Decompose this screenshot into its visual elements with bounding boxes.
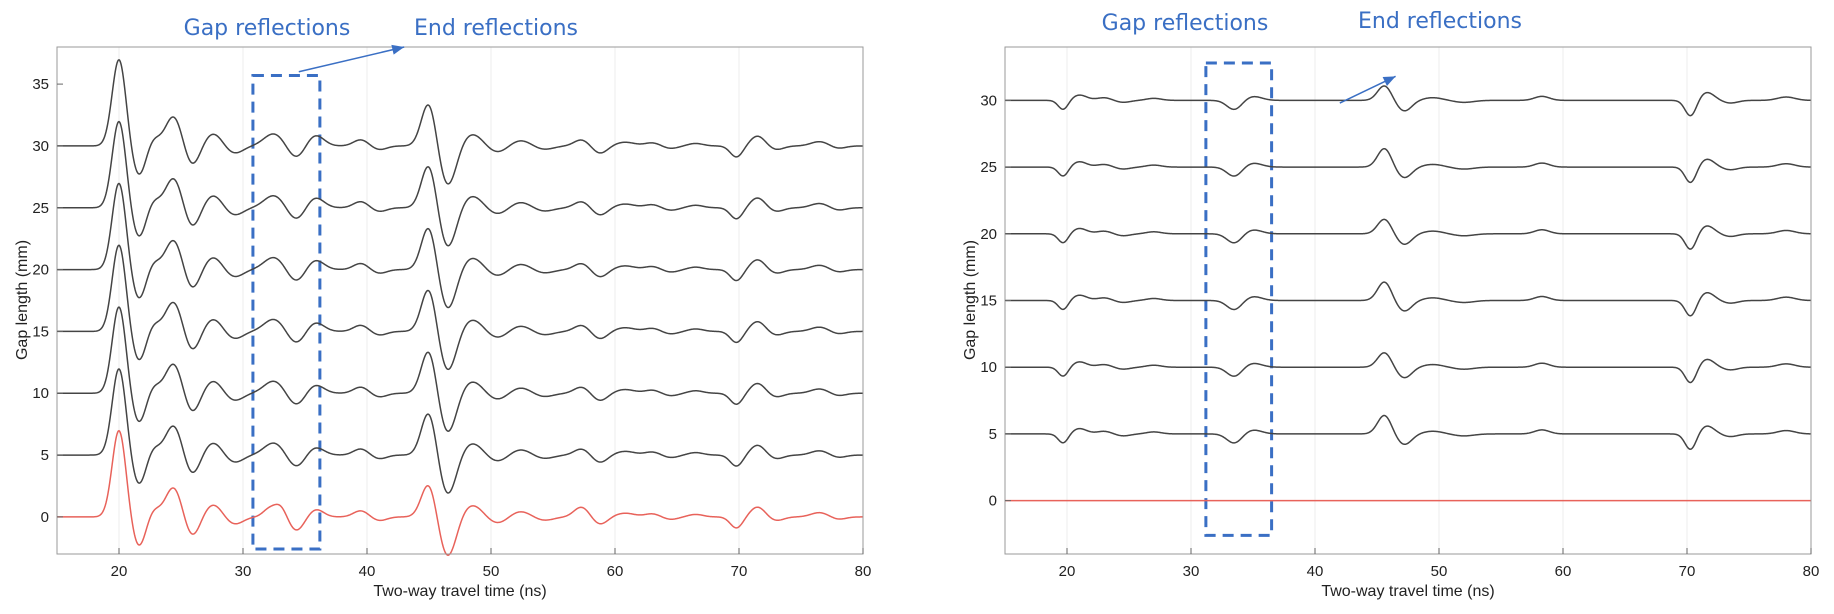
right-x-axis-label: Two-way travel time (ns)	[1321, 583, 1494, 600]
right-gap-reflections-label: Gap reflections	[1102, 11, 1269, 36]
r-xtick-label-70: 70	[1679, 563, 1696, 580]
r-ytick-label-30: 30	[980, 92, 997, 109]
l-trace-20	[57, 182, 864, 309]
r-trace-25	[1005, 147, 1812, 184]
l-xtick-label-20: 20	[111, 563, 128, 580]
right-y-axis-label: Gap length (mm)	[962, 240, 979, 360]
left-traces	[57, 58, 864, 556]
l-ytick-label-15: 15	[32, 323, 49, 340]
l-ytick-label-35: 35	[32, 76, 49, 93]
right-highlight-box-group	[1204, 61, 1274, 537]
left-end-reflections-label: End reflections	[414, 16, 578, 41]
left-end-reflections-arrow	[298, 44, 405, 73]
r-arrow-head	[1382, 76, 1396, 87]
r-xtick-label-30: 30	[1183, 563, 1200, 580]
r-highlight-box	[1204, 61, 1274, 537]
l-ytick-label-0: 0	[41, 509, 49, 526]
l-trace-0	[57, 429, 863, 556]
r-trace-15	[1005, 281, 1812, 317]
r-xtick-label-40: 40	[1307, 563, 1324, 580]
r-ytick-label-20: 20	[980, 226, 997, 243]
left-chart: 20 30 40 50 60 70 80 0 5 10 15 20 25 30 35 Two-way tr…	[14, 16, 871, 600]
r-ytick-label-5: 5	[989, 426, 997, 443]
l-ytick-label-25: 25	[32, 200, 49, 217]
r-xtick-label-20: 20	[1059, 563, 1076, 580]
right-traces	[1005, 85, 1812, 502]
left-grid	[118, 47, 864, 554]
right-plot-frame	[1004, 46, 1812, 555]
left-y-ticks: 0 5 10 15 20 25 30 35	[32, 76, 63, 526]
r-xtick-label-50: 50	[1431, 563, 1448, 580]
l-ytick-label-5: 5	[41, 447, 49, 464]
l-xtick-label-70: 70	[731, 563, 748, 580]
r-trace-10	[1005, 352, 1812, 384]
right-end-reflections-label: End reflections	[1358, 9, 1522, 34]
l-xtick-label-80: 80	[855, 563, 872, 580]
l-xtick-label-50: 50	[483, 563, 500, 580]
l-trace-10	[57, 306, 864, 432]
r-trace-20	[1005, 218, 1812, 250]
left-plot-frame	[56, 46, 864, 555]
l-ytick-label-20: 20	[32, 262, 49, 279]
l-xtick-label-30: 30	[235, 563, 252, 580]
left-y-axis-label: Gap length (mm)	[14, 240, 31, 360]
r-xtick-label-60: 60	[1555, 563, 1572, 580]
left-x-ticks: 20 30 40 50 60 70 80	[111, 548, 872, 580]
l-xtick-label-60: 60	[607, 563, 624, 580]
right-chart: 20 30 40 50 60 70 80 0 5 10 15 20 25 30 Two-way trav…	[962, 9, 1819, 600]
l-arrow-head	[391, 44, 405, 55]
l-trace-30	[57, 58, 863, 185]
right-end-reflections-arrow	[1339, 75, 1396, 104]
left-gap-reflections-label: Gap reflections	[184, 16, 351, 41]
l-trace-5	[57, 368, 864, 494]
r-ytick-label-0: 0	[989, 493, 997, 510]
r-xtick-label-80: 80	[1803, 563, 1820, 580]
l-ytick-label-30: 30	[32, 138, 49, 155]
l-xtick-label-40: 40	[359, 563, 376, 580]
l-trace-25	[57, 120, 863, 247]
left-x-axis-label: Two-way travel time (ns)	[373, 583, 546, 600]
r-ytick-label-10: 10	[980, 359, 997, 376]
right-y-ticks: 0 5 10 15 20 25 30	[980, 92, 1011, 510]
l-trace-15	[57, 244, 864, 371]
l-ytick-label-10: 10	[32, 385, 49, 402]
r-trace-30	[1005, 85, 1812, 117]
l-arrow-shaft	[298, 46, 405, 73]
r-trace-5	[1005, 414, 1812, 450]
r-ytick-label-25: 25	[980, 159, 997, 176]
right-x-ticks: 20 30 40 50 60 70 80	[1059, 548, 1820, 580]
r-ytick-label-15: 15	[980, 293, 997, 310]
